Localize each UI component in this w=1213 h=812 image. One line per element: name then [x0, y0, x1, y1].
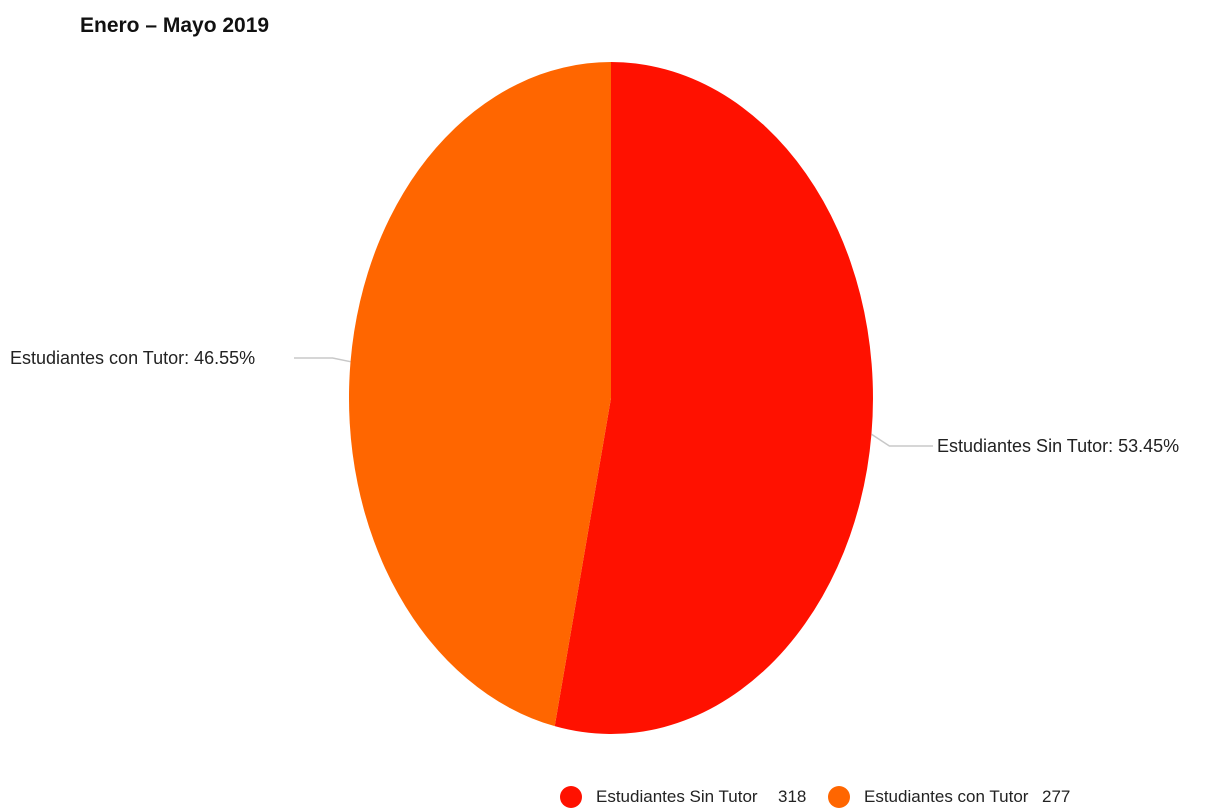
leader-lines	[294, 357, 933, 447]
legend: Estudiantes Sin Tutor 318 Estudiantes co…	[560, 786, 1092, 808]
legend-item-sin-tutor[interactable]: Estudiantes Sin Tutor 318	[560, 786, 818, 808]
slice-label-con-tutor: Estudiantes con Tutor: 46.55%	[10, 348, 255, 368]
leader-line-con-tutor	[294, 357, 351, 363]
legend-label-sin-tutor: Estudiantes Sin Tutor	[596, 787, 758, 806]
pie-slice-con-tutor[interactable]	[348, 61, 611, 727]
pie-slice-sin-tutor[interactable]	[554, 62, 873, 734]
leader-line-sin-tutor	[871, 433, 933, 447]
pie-slices	[348, 61, 873, 734]
legend-value-con-tutor: 277	[1042, 787, 1071, 806]
legend-value-sin-tutor: 318	[778, 787, 807, 806]
legend-label-con-tutor: Estudiantes con Tutor	[864, 787, 1029, 806]
slice-label-sin-tutor: Estudiantes Sin Tutor: 53.45%	[937, 436, 1179, 456]
legend-swatch-sin-tutor	[560, 786, 582, 808]
chart-title: Enero – Mayo 2019	[80, 14, 270, 37]
legend-swatch-con-tutor	[828, 786, 850, 808]
legend-item-con-tutor[interactable]: Estudiantes con Tutor 277	[828, 786, 1082, 808]
